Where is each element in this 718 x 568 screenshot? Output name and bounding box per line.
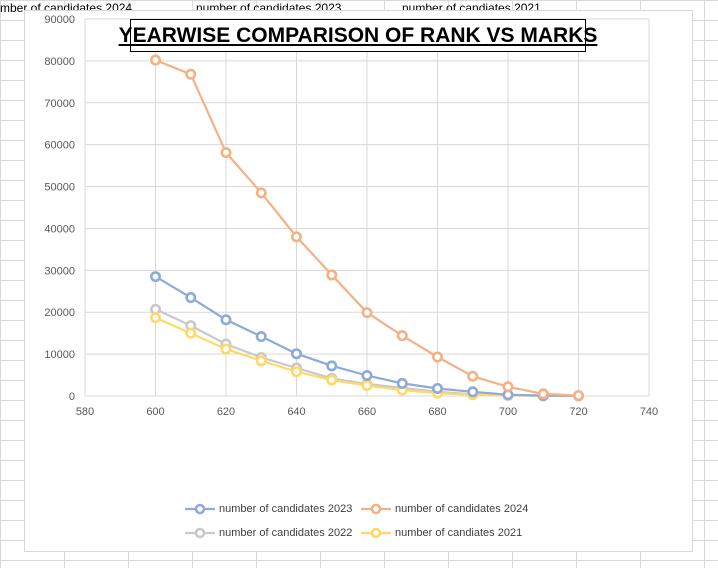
legend-label: number of candidates 2023 (219, 503, 353, 515)
chart-legend[interactable]: number of candidates 2023 number of candi… (185, 503, 585, 553)
data-point-s3-6 (361, 380, 373, 392)
data-point-s1-8 (431, 351, 443, 363)
y-tick-label: 20000 (44, 307, 75, 319)
legend-marker-icon (185, 527, 215, 539)
data-point-s1-2 (220, 147, 232, 159)
x-tick-label: 680 (428, 406, 446, 418)
data-point-s0-9 (467, 386, 479, 398)
data-point-s1-0 (150, 54, 162, 66)
data-point-s1-12 (572, 390, 584, 402)
data-point-s1-11 (537, 388, 549, 400)
y-tick-label: 70000 (44, 98, 75, 110)
y-tick-label: 30000 (44, 265, 75, 277)
data-point-s1-6 (361, 307, 373, 319)
legend-label: number of candidates 2022 (219, 527, 353, 539)
legend-marker-icon (185, 503, 215, 515)
chart-area[interactable]: 0 10000 20000 30000 40000 50000 60000 70000 8000… (24, 10, 693, 552)
data-point-s0-2 (220, 314, 232, 326)
y-tick-label: 0 (69, 391, 75, 403)
data-point-s0-0 (150, 271, 162, 283)
legend-marker-icon (361, 503, 391, 515)
legend-label: number of candiates 2021 (395, 527, 523, 539)
x-tick-label: 720 (569, 406, 587, 418)
legend-marker-icon (361, 527, 391, 539)
x-tick-label: 700 (499, 406, 517, 418)
data-point-s1-10 (502, 381, 514, 393)
y-tick-label: 10000 (44, 349, 75, 361)
y-tick-label: 60000 (44, 140, 75, 152)
data-point-s3-3 (255, 355, 267, 367)
data-point-s1-5 (326, 269, 338, 281)
legend-item-3[interactable]: number of candiates 2021 (361, 527, 522, 539)
data-point-s1-7 (396, 330, 408, 342)
x-tick-label: 600 (146, 406, 164, 418)
data-point-s1-9 (467, 370, 479, 382)
data-point-s0-8 (431, 382, 443, 394)
y-tick-label: 40000 (44, 223, 75, 235)
data-point-s0-5 (326, 360, 338, 372)
data-point-s0-3 (255, 331, 267, 343)
data-point-s3-4 (290, 366, 302, 378)
legend-label: number of candidates 2024 (395, 503, 529, 515)
chart-title-box[interactable]: YEARWISE COMPARISON OF RANK VS MARKS (119, 19, 597, 52)
x-tick-label: 640 (287, 406, 305, 418)
legend-item-2[interactable]: number of candidates 2022 (185, 527, 352, 539)
x-tick-label: 740 (640, 406, 658, 418)
legend-item-1[interactable]: number of candidates 2024 (361, 503, 528, 515)
x-tick-label: 660 (358, 406, 376, 418)
data-point-s3-0 (150, 312, 162, 324)
y-tick-label: 90000 (44, 14, 75, 26)
y-tick-label: 80000 (44, 56, 75, 68)
y-tick-label: 50000 (44, 182, 75, 194)
data-point-s1-3 (255, 187, 267, 199)
data-point-s1-4 (290, 231, 302, 243)
legend-item-0[interactable]: number of candidates 2023 (185, 503, 352, 515)
data-point-s3-5 (326, 374, 338, 386)
x-tick-label: 620 (217, 406, 235, 418)
line-chart-plot: 0 10000 20000 30000 40000 50000 60000 70000 8000… (44, 14, 658, 418)
data-point-s3-1 (185, 327, 197, 339)
data-point-s0-4 (290, 348, 302, 360)
data-point-s1-1 (185, 68, 197, 80)
data-point-s0-6 (361, 369, 373, 381)
data-point-s3-2 (220, 343, 232, 355)
data-point-s0-7 (396, 377, 408, 389)
data-point-s0-1 (185, 292, 197, 304)
x-tick-label: 580 (76, 406, 94, 418)
chart-title: YEARWISE COMPARISON OF RANK VS MARKS (118, 23, 598, 47)
